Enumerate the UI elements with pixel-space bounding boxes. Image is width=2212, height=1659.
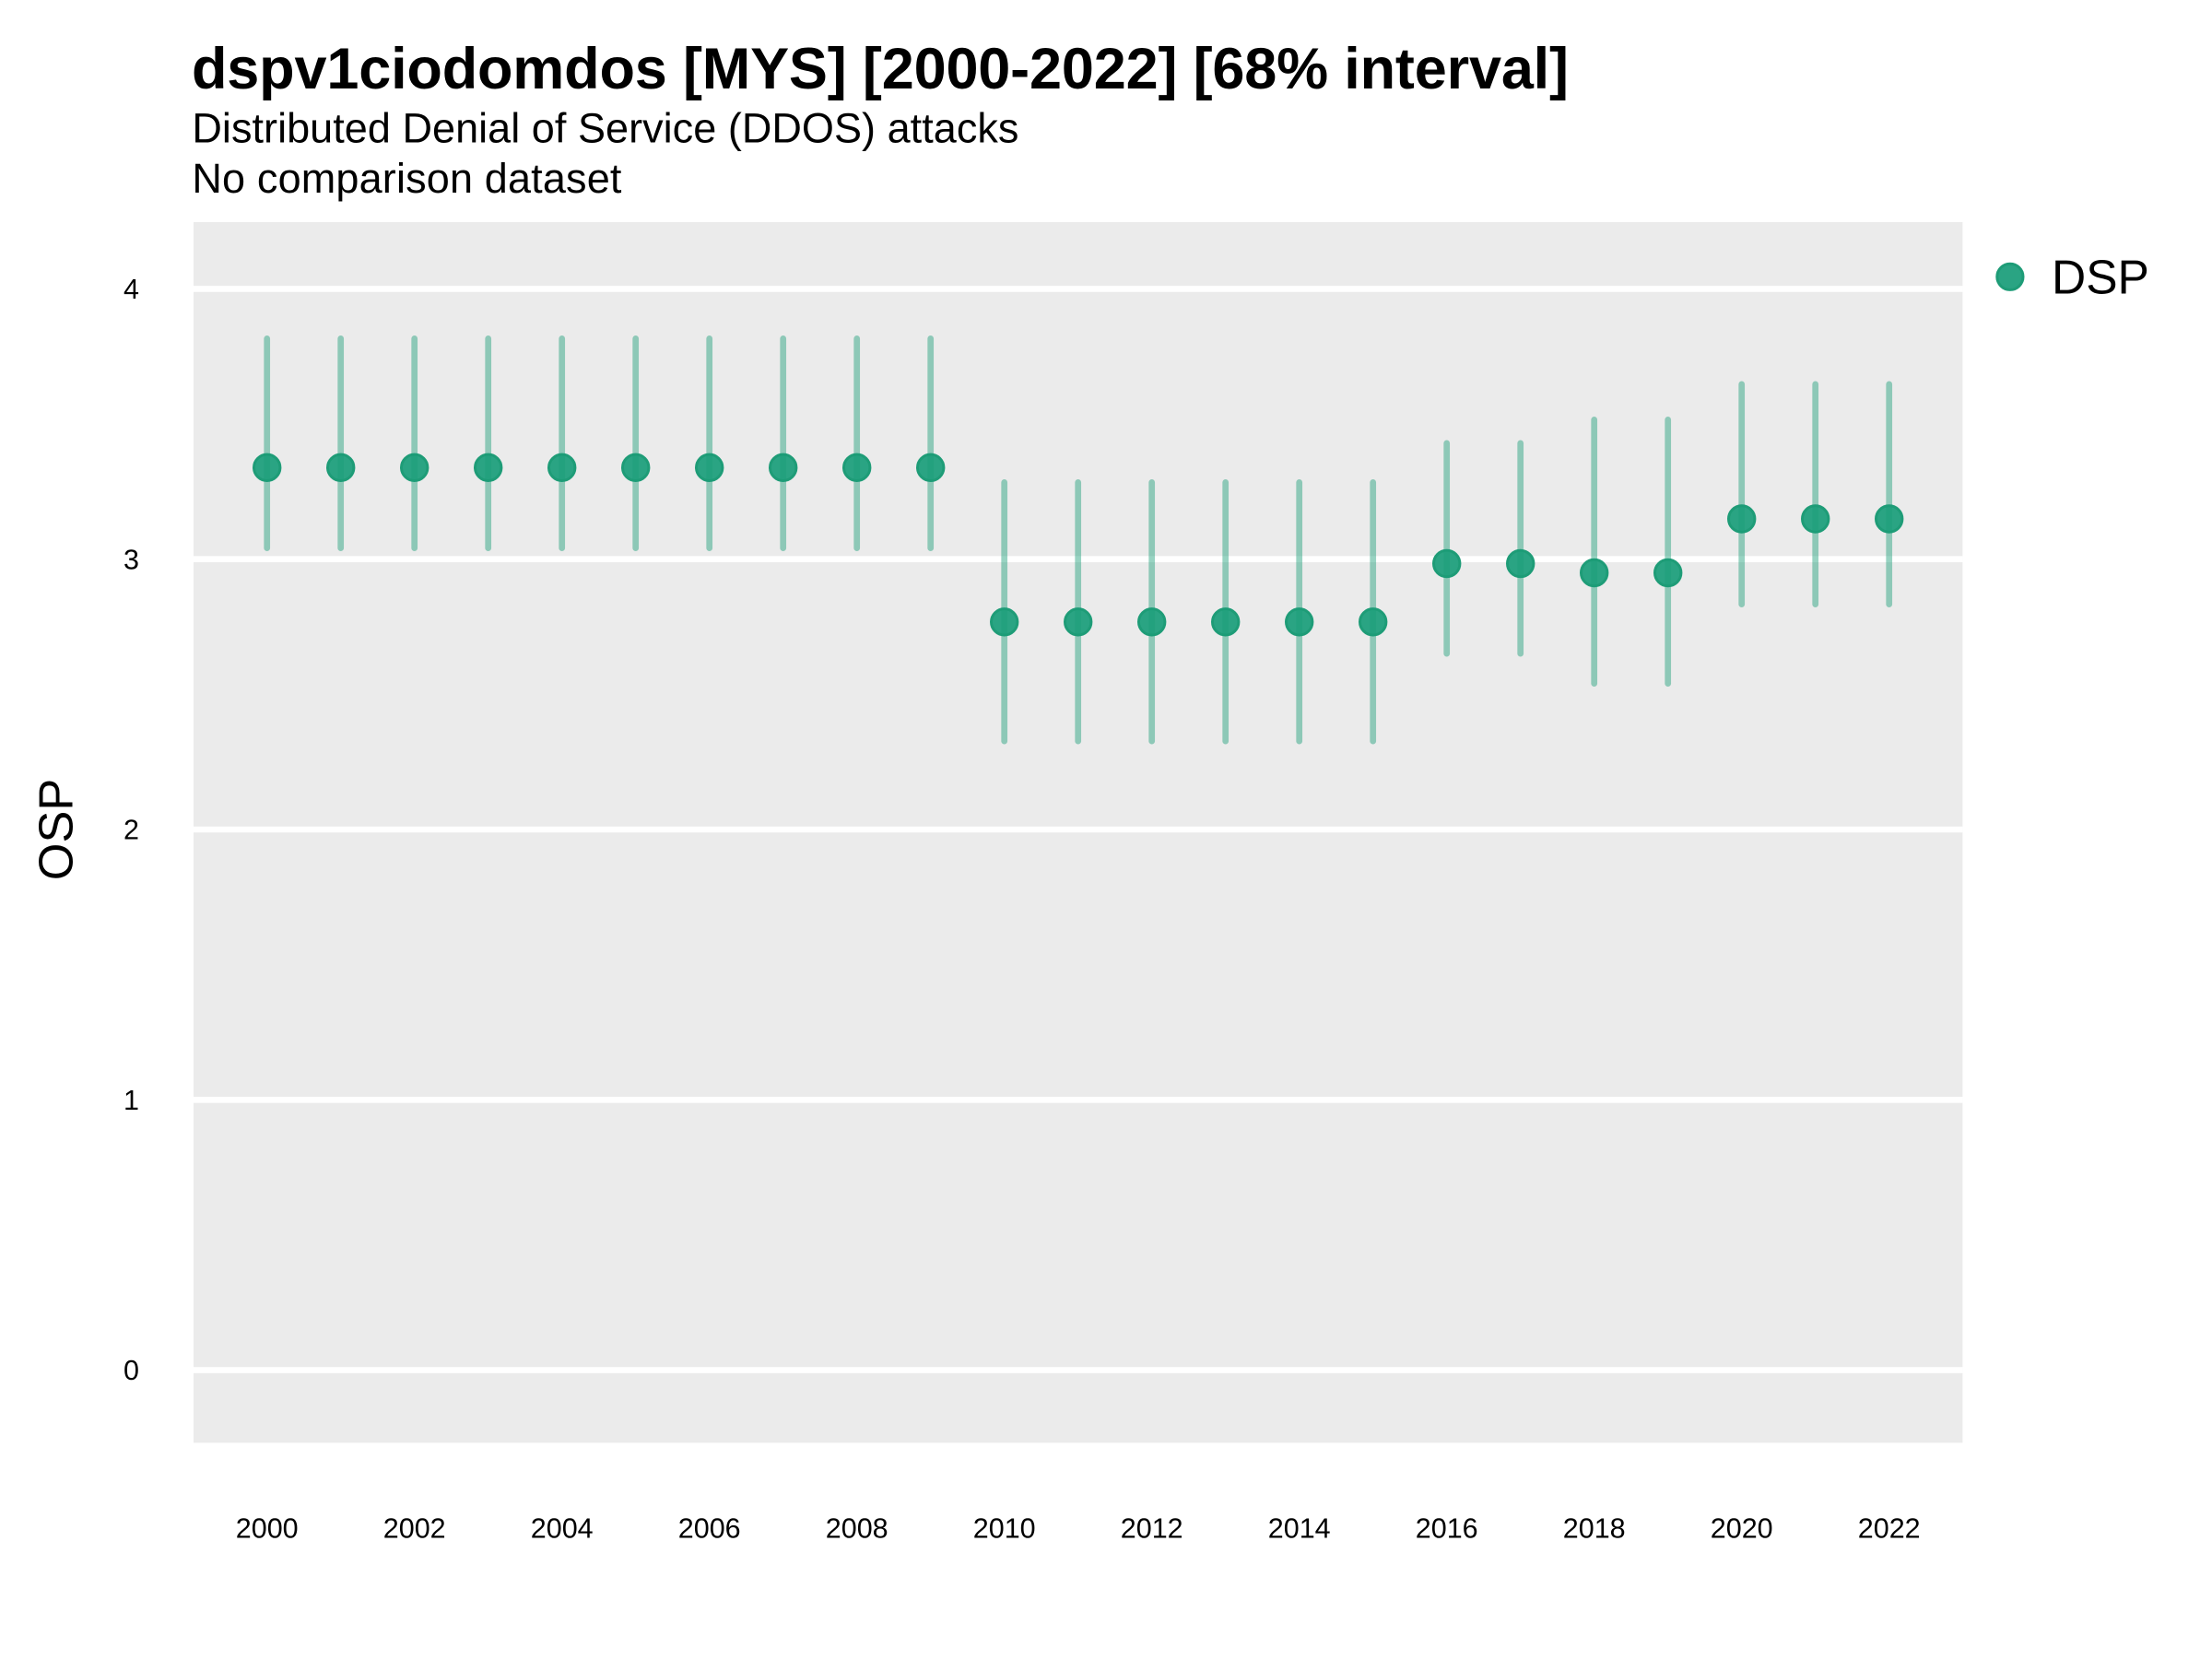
svg-text:2008: 2008 xyxy=(826,1512,888,1544)
svg-text:2020: 2020 xyxy=(1711,1512,1773,1544)
svg-text:0: 0 xyxy=(124,1355,139,1386)
svg-text:2004: 2004 xyxy=(531,1512,594,1544)
svg-text:OSP: OSP xyxy=(30,779,84,880)
svg-text:Distributed Denial of Service: Distributed Denial of Service (DDOS) att… xyxy=(192,105,1018,152)
svg-text:No comparison dataset: No comparison dataset xyxy=(192,155,621,202)
svg-text:4: 4 xyxy=(124,274,139,305)
svg-text:2018: 2018 xyxy=(1563,1512,1626,1544)
svg-text:DSP: DSP xyxy=(2052,251,2149,304)
svg-text:2022: 2022 xyxy=(1858,1512,1921,1544)
svg-text:1: 1 xyxy=(124,1085,139,1116)
svg-text:2002: 2002 xyxy=(383,1512,446,1544)
svg-text:2000: 2000 xyxy=(236,1512,299,1544)
svg-text:2012: 2012 xyxy=(1121,1512,1183,1544)
svg-text:2: 2 xyxy=(124,815,139,846)
svg-text:2006: 2006 xyxy=(678,1512,741,1544)
svg-text:2010: 2010 xyxy=(973,1512,1036,1544)
svg-text:2016: 2016 xyxy=(1416,1512,1478,1544)
svg-text:2014: 2014 xyxy=(1268,1512,1331,1544)
svg-text:dspv1ciodomdos [MYS] [2000-202: dspv1ciodomdos [MYS] [2000-2022] [68% in… xyxy=(192,37,1569,101)
svg-text:3: 3 xyxy=(124,544,139,575)
